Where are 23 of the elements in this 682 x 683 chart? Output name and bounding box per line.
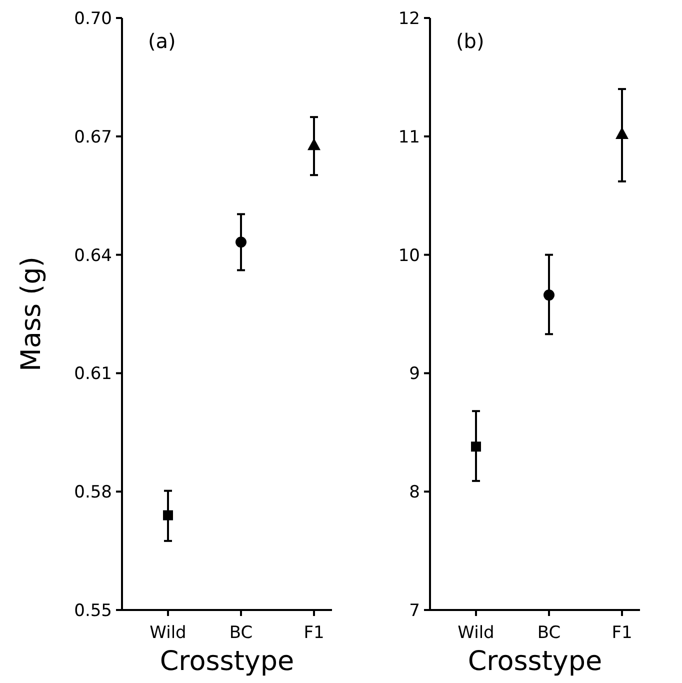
x-tick-label: Wild [458,623,494,643]
y-tick-label: 0.55 [74,600,112,621]
x-tick-label: F1 [304,623,324,643]
y-tick-label: 0.58 [74,482,112,503]
y-tick-label: 11 [398,127,420,148]
annotation: (b) [456,29,484,53]
y-axis-title: Mass (g) [16,256,47,372]
y-tick-label: 12 [398,8,420,29]
y-tick-label: 10 [398,246,420,266]
y-tick-label: 8 [409,482,420,503]
y-tick-label: 0.61 [74,364,112,384]
y-tick-label: 0.70 [74,8,112,29]
y-tick-label: 9 [409,364,420,384]
x-tick-label: F1 [612,623,632,643]
y-tick-label: 0.64 [74,246,112,266]
y-tick-label: 0.67 [74,127,112,148]
x-axis-title: Crosstype [468,646,602,677]
x-tick-label: BC [229,623,253,643]
x-tick-label: BC [537,623,561,643]
x-tick-label: Wild [150,623,186,643]
x-axis-title: Crosstype [160,646,294,677]
annotation: (a) [148,29,176,53]
y-tick-label: 7 [409,600,420,621]
